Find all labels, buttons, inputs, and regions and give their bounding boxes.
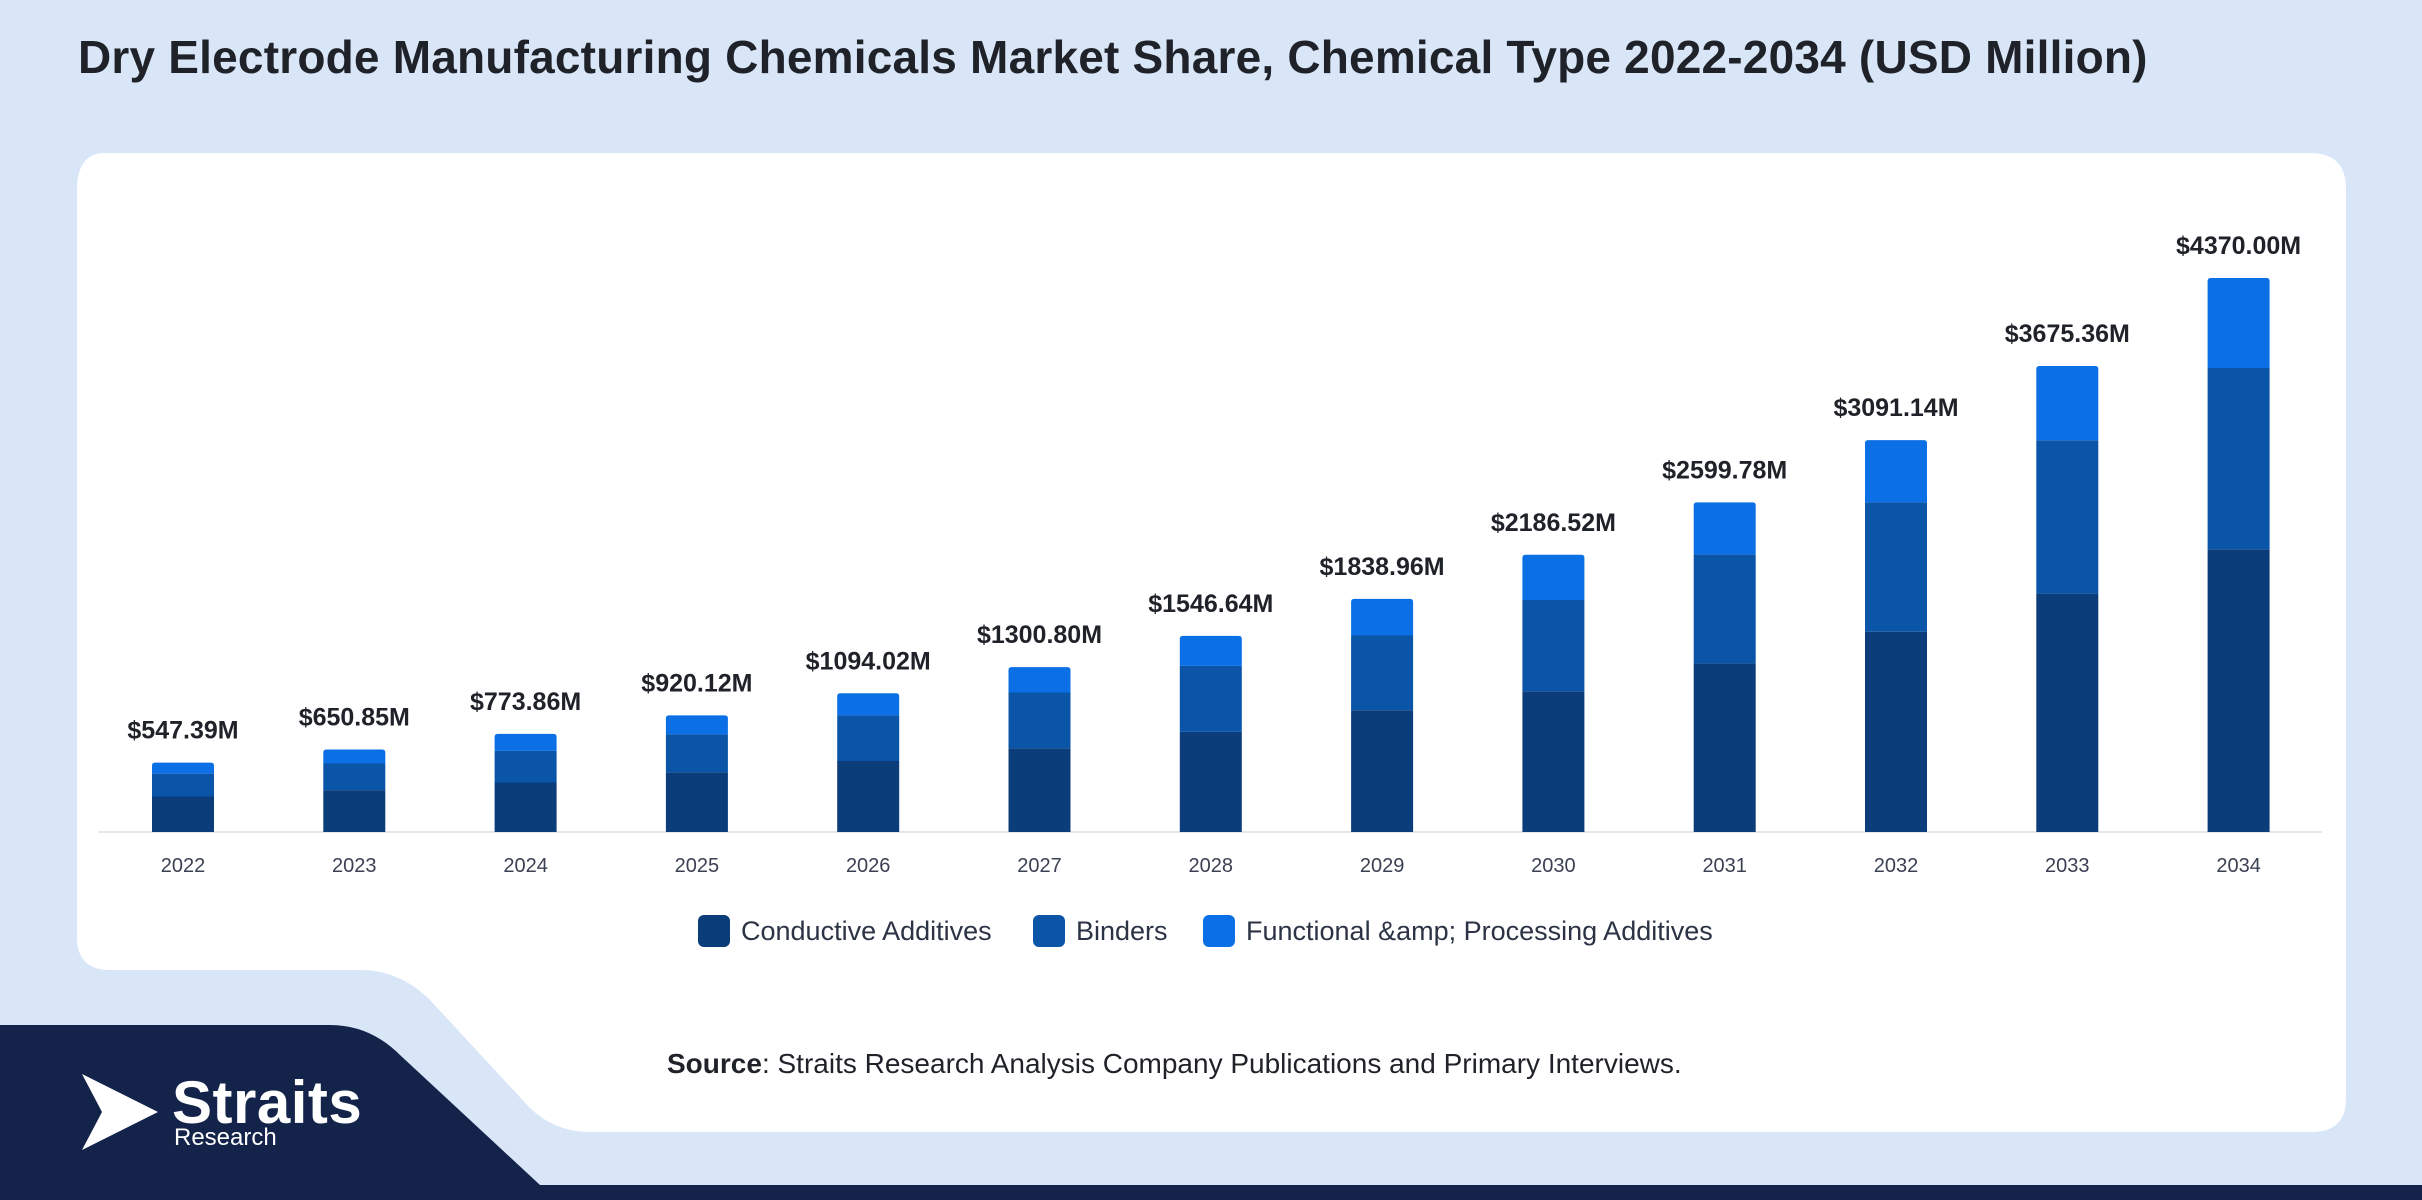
legend-label: Conductive Additives xyxy=(741,916,992,946)
bar-segment xyxy=(1008,748,1071,832)
logo-wordmark: Straits xyxy=(172,1069,363,1136)
bar-segment xyxy=(494,733,557,751)
bar-segment xyxy=(1179,665,1242,732)
bar-segment xyxy=(665,772,728,832)
bar-segment xyxy=(1179,635,1242,666)
x-tick-label: 2023 xyxy=(332,855,377,877)
x-tick-label: 2027 xyxy=(1017,855,1062,877)
x-tick-label: 2025 xyxy=(675,855,720,877)
bar-segment xyxy=(494,782,557,832)
bar-total-label: $920.12M xyxy=(641,669,752,697)
bar-segment xyxy=(2207,549,2270,832)
bar-segment xyxy=(2207,278,2270,369)
bar-segment xyxy=(1693,502,1756,555)
legend-swatch xyxy=(698,915,730,947)
legend-item[interactable]: Conductive Additives xyxy=(698,915,992,947)
x-tick-label: 2032 xyxy=(1874,855,1919,877)
bar-total-label: $3675.36M xyxy=(2005,320,2130,348)
x-tick-label: 2031 xyxy=(1702,855,1747,877)
bar-segment xyxy=(152,796,214,832)
bar-segment xyxy=(1522,554,1585,601)
source-line: Source: Straits Research Analysis Compan… xyxy=(667,1048,1682,1080)
bar-segment xyxy=(1351,598,1414,636)
bar-total-label: $1094.02M xyxy=(806,647,931,675)
straits-research-logo: Straits Research xyxy=(80,1068,380,1158)
x-tick-label: 2026 xyxy=(846,855,891,877)
x-tick-label: 2034 xyxy=(2216,855,2261,877)
bar-total-label: $1546.64M xyxy=(1148,590,1273,618)
bar-segment xyxy=(2207,368,2270,550)
bar-total-label: $4370.00M xyxy=(2176,232,2301,260)
x-tick-label: 2033 xyxy=(2045,855,2090,877)
legend-swatch xyxy=(1033,915,1065,947)
x-tick-label: 2030 xyxy=(1531,855,1576,877)
bar-segment xyxy=(1351,710,1414,832)
bar-segment xyxy=(1522,691,1585,832)
bar-segment xyxy=(323,763,386,791)
legend-item[interactable]: Functional &amp; Processing Additives xyxy=(1203,915,1713,947)
x-tick-label: 2022 xyxy=(161,855,206,877)
legend-swatch xyxy=(1203,915,1235,947)
bar-total-label: $1300.80M xyxy=(977,621,1102,649)
bar-total-label: $547.39M xyxy=(127,717,238,745)
bar-segment xyxy=(323,790,386,832)
bar-segment xyxy=(837,693,900,716)
bar-segment xyxy=(1693,554,1756,664)
bar-segment xyxy=(1865,440,1927,503)
bar-segment xyxy=(1179,731,1242,832)
bar-segment xyxy=(152,773,214,797)
bar-segment xyxy=(494,750,557,783)
bar-segment xyxy=(1865,631,1927,832)
logo-arrow-icon xyxy=(82,1074,158,1150)
bar-segment xyxy=(1008,692,1071,749)
bar-total-label: $2186.52M xyxy=(1491,509,1616,537)
bar-segment xyxy=(1351,635,1414,711)
source-label: Source xyxy=(667,1048,762,1079)
bar-segment xyxy=(665,715,728,735)
bar-segment xyxy=(665,734,728,773)
bar-segment xyxy=(837,715,900,762)
bar-segment xyxy=(1008,667,1071,693)
bar-segment xyxy=(1865,502,1927,632)
logo-subtitle: Research xyxy=(174,1124,277,1151)
bar-segment xyxy=(837,761,900,832)
navy-band xyxy=(0,1025,2422,1200)
bars-layer xyxy=(152,278,2270,832)
legend-label: Binders xyxy=(1076,916,1168,946)
legend-item[interactable]: Binders xyxy=(1033,915,1168,947)
labels-layer: $547.39M $650.85M $773.86M $920.12M $1094.02… xyxy=(127,232,2301,745)
bar-segment xyxy=(2036,440,2099,594)
bar-segment xyxy=(152,762,214,774)
bar-total-label: $650.85M xyxy=(299,703,410,731)
bar-total-label: $773.86M xyxy=(470,688,581,716)
x-tick-label: 2028 xyxy=(1189,855,1234,877)
x-tick-label: 2024 xyxy=(503,855,548,877)
bar-segment xyxy=(1693,663,1756,832)
bar-segment xyxy=(2036,366,2099,441)
bar-segment xyxy=(1522,600,1585,692)
bar-total-label: $3091.14M xyxy=(1833,394,1958,422)
bar-segment xyxy=(2036,593,2099,832)
legend-label: Functional &amp; Processing Additives xyxy=(1246,916,1713,946)
bar-total-label: $2599.78M xyxy=(1662,456,1787,484)
bar-total-label: $1838.96M xyxy=(1320,553,1445,581)
x-tick-labels: 2022 2023 2024 2025 2026 2027 2028 2029 2030 2031… xyxy=(161,855,2261,877)
source-text: : Straits Research Analysis Company Publ… xyxy=(761,1048,1682,1079)
page-title: Dry Electrode Manufacturing Chemicals Ma… xyxy=(78,31,2148,83)
x-tick-label: 2029 xyxy=(1360,855,1405,877)
bar-segment xyxy=(323,749,386,764)
legend[interactable]: Conductive Additives Binders Functional &a… xyxy=(698,915,1713,947)
